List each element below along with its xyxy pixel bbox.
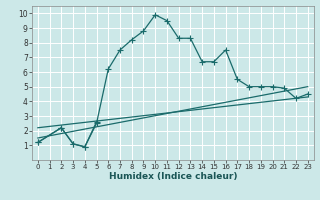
X-axis label: Humidex (Indice chaleur): Humidex (Indice chaleur) [108, 172, 237, 181]
